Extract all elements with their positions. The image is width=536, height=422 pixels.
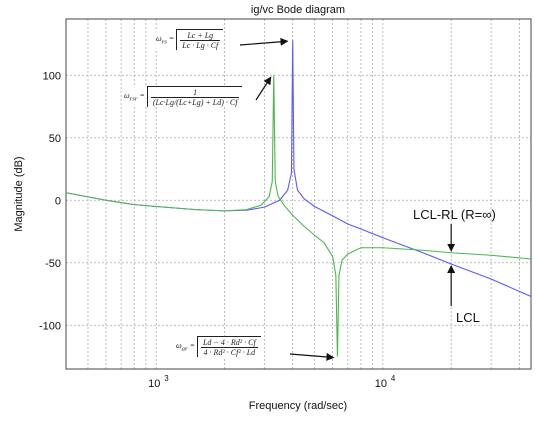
x-tick-exponent: 3 bbox=[164, 374, 169, 383]
chart-title: ig/vc Bode diagram bbox=[251, 4, 345, 16]
series-line-lcl bbox=[66, 40, 531, 298]
formula-w-ar-lhs: ω bbox=[176, 340, 182, 350]
y-tick-label: 50 bbox=[49, 133, 61, 145]
formula-w-rsr-denominator: (Lc·Lg/(Lc+Lg) + Ld) · Cf bbox=[152, 98, 238, 107]
formula-w-ar: ωar = Ld − 4 · Rd² · Cf 4 · Rd² · Cf² · Ld bbox=[176, 336, 261, 357]
series-line-lcl-rl bbox=[66, 75, 531, 357]
x-tick-label: 10 bbox=[375, 378, 387, 390]
formula-w-ar-numerator: Ld − 4 · Rd² · Cf bbox=[200, 338, 258, 348]
formula-w-rs-denominator: Lc · Lg · Cf bbox=[182, 41, 219, 50]
formula-w-rsr-numerator: 1 bbox=[150, 88, 240, 98]
y-tick-label: 0 bbox=[55, 195, 61, 207]
formula-w-rsr-sub: rsr bbox=[129, 95, 138, 103]
x-tick-exponent: 4 bbox=[391, 374, 396, 383]
formula-w-rs-sub: rs bbox=[161, 38, 167, 46]
formula-w-rs: ωrs = Lc + Lg Lc · Lg · Cf bbox=[156, 29, 224, 50]
label-lcl: LCL bbox=[456, 310, 480, 325]
y-tick-label: 100 bbox=[43, 70, 61, 82]
y-tick-label: -100 bbox=[39, 320, 61, 332]
arrow-w-rsr bbox=[255, 76, 272, 101]
arrow-w-ar bbox=[289, 352, 335, 361]
x-tick-label: 10 bbox=[148, 378, 160, 390]
plot-area bbox=[65, 18, 532, 370]
formula-w-ar-sub: ar bbox=[181, 345, 188, 353]
grid bbox=[66, 19, 531, 369]
formula-w-rs-lhs: ω bbox=[156, 33, 162, 43]
formula-w-ar-denominator: 4 · Rd² · Cf² · Ld bbox=[203, 348, 256, 357]
y-tick-label: -50 bbox=[45, 258, 61, 270]
annotations: LCL-RL (R=∞) LCL bbox=[239, 37, 496, 361]
formula-w-rsr-lhs: ω bbox=[124, 90, 130, 100]
series-group bbox=[66, 40, 531, 357]
y-axis-label: Magnitude (dB) bbox=[13, 156, 25, 231]
x-ticks: 10 3 10 4 bbox=[148, 374, 396, 390]
y-ticks: -100 -50 0 50 100 bbox=[39, 70, 61, 332]
x-axis-label: Frequency (rad/sec) bbox=[249, 400, 347, 412]
formula-w-rsr: ωrsr = 1 (Lc·Lg/(Lc+Lg) + Ld) · Cf bbox=[124, 86, 243, 107]
label-lcl-rl: LCL-RL (R=∞) bbox=[413, 207, 496, 222]
formula-w-rs-numerator: Lc + Lg bbox=[180, 31, 221, 41]
arrow-w-rs bbox=[239, 37, 289, 46]
